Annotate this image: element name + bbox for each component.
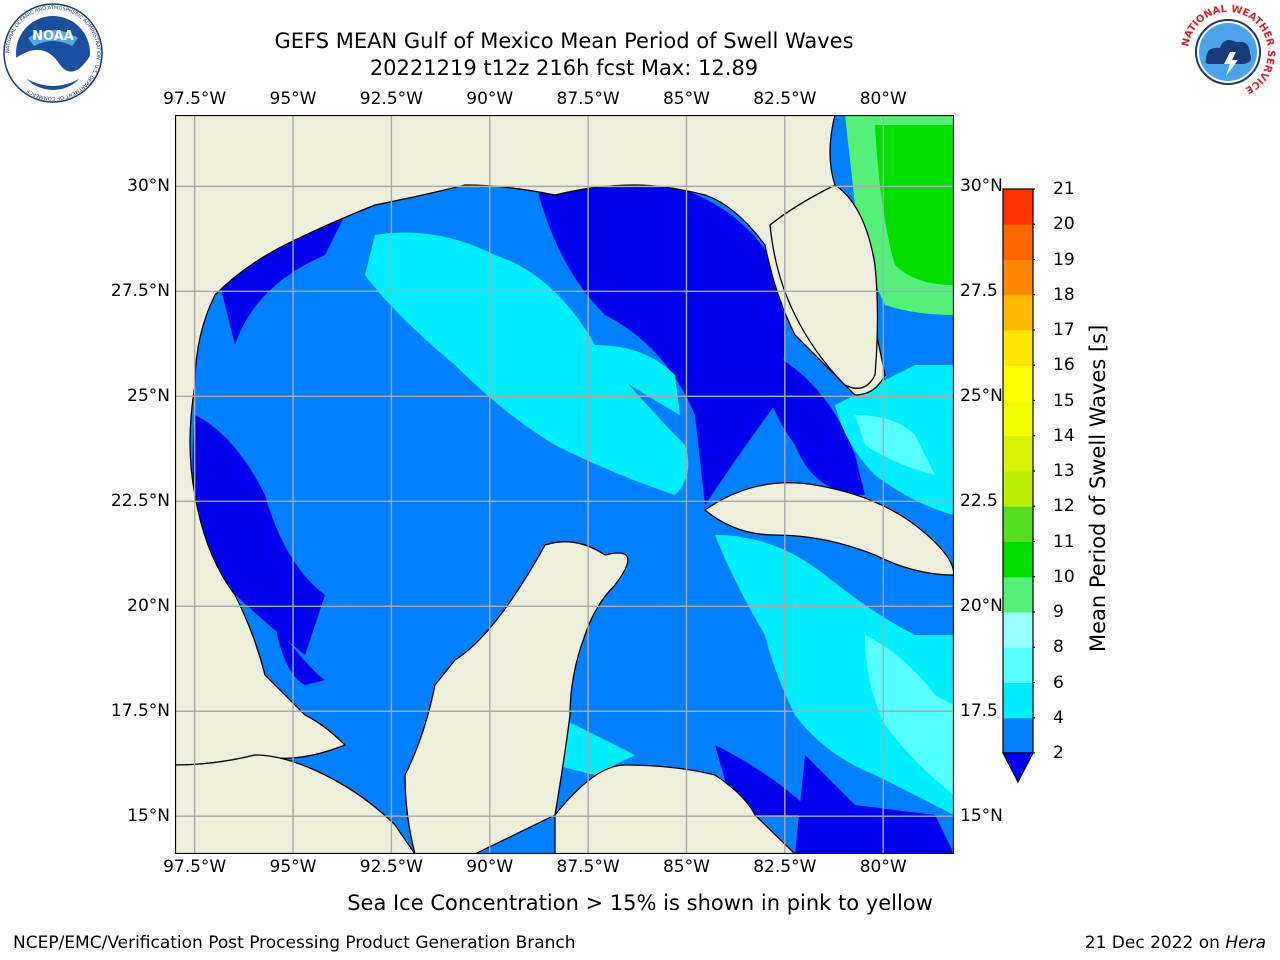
lon-tick-label-bottom: 85°W: [662, 857, 710, 877]
lon-tick-label-top: 80°W: [859, 89, 907, 109]
lat-tick-label-right: 15°N: [960, 806, 1003, 827]
colorbar-tick-label: 9: [1053, 602, 1064, 622]
lon-tick-label-top: 95°W: [269, 89, 317, 109]
colorbar-tick-label: 11: [1053, 531, 1075, 552]
noaa-logo: NOAA NATIONAL OCEANIC AND ATMOSPHERIC AD…: [3, 3, 103, 103]
map-title-line1: GEFS MEAN Gulf of Mexico Mean Period of …: [274, 29, 854, 53]
colorbar-band: [1003, 365, 1033, 401]
colorbar-tick-label: 21: [1053, 179, 1075, 199]
colorbar-tick-label: 14: [1053, 425, 1075, 446]
colorbar-band: [1003, 189, 1033, 225]
colorbar-band: [1003, 717, 1033, 754]
lat-tick-label-left: 15°N: [127, 806, 170, 827]
lon-tick-label-bottom: 92.5°W: [359, 857, 423, 877]
colorbar-tick-label: 20: [1053, 214, 1075, 235]
colorbar-band: [1003, 330, 1033, 366]
map-frame: [175, 115, 954, 854]
lat-tick-label-right: 20°N: [960, 596, 1003, 617]
colorbar-band: [1003, 435, 1033, 472]
colorbar-band: [1003, 224, 1033, 260]
colorbar-tick-label: 17: [1053, 320, 1075, 340]
lon-tick-label-top: 90°W: [466, 89, 514, 109]
lon-tick-label-top: 97.5°W: [163, 89, 227, 109]
colorbar-band: [1003, 506, 1033, 542]
nws-logo: NATIONAL WEATHER SERVICE: [1180, 4, 1276, 100]
colorbar-band: [1003, 294, 1033, 331]
lon-tick-label-top: 92.5°W: [359, 89, 423, 109]
footer-host: Hera: [1225, 933, 1266, 953]
colorbar-band: [1003, 400, 1033, 437]
colorbar-tick-label: 12: [1053, 496, 1075, 517]
sea-ice-caption: Sea Ice Concentration > 15% is shown in …: [347, 891, 933, 915]
colorbar-tick-label: 18: [1053, 284, 1075, 305]
land-areas: [175, 115, 954, 854]
lon-tick-label-top: 87.5°W: [556, 89, 620, 109]
mid-period-regions: [272, 232, 954, 854]
lon-tick-label-bottom: 95°W: [269, 857, 317, 877]
colorbar: [1002, 188, 1035, 784]
lon-tick-label-bottom: 90°W: [466, 857, 514, 877]
lon-tick-label-top: 82.5°W: [753, 89, 817, 109]
colorbar-tick-label: 13: [1053, 461, 1075, 481]
lon-tick-label-bottom: 82.5°W: [753, 857, 817, 877]
footer-credit: NCEP/EMC/Verification Post Processing Pr…: [13, 933, 576, 953]
colorbar-band: [1003, 682, 1033, 719]
lat-tick-label-left: 25°N: [127, 386, 170, 407]
lat-tick-label-left: 27.5°N: [110, 281, 170, 302]
colorbar-tick-label: 2: [1053, 743, 1064, 763]
colorbar-band: [1003, 259, 1033, 296]
lat-tick-label-right: 17.5: [960, 701, 998, 722]
colorbar-band: [1003, 612, 1033, 648]
lat-tick-label-right: 25°N: [960, 386, 1003, 407]
lat-tick-label-left: 30°N: [127, 176, 170, 197]
lon-tick-label-top: 85°W: [662, 89, 710, 109]
lon-tick-label-bottom: 87.5°W: [556, 857, 620, 877]
lon-tick-label-bottom: 97.5°W: [163, 857, 227, 877]
noaa-logo-text: NOAA: [32, 29, 74, 44]
colorbar-band: [1003, 647, 1033, 683]
lat-tick-label-left: 17.5°N: [110, 701, 170, 722]
lat-tick-label-right: 30°N: [960, 176, 1003, 197]
colorbar-title: Mean Period of Swell Waves [s]: [1086, 324, 1110, 652]
lat-tick-label-right: 27.5: [960, 281, 998, 302]
map-title-line2: 20221219 t12z 216h fcst Max: 12.89: [369, 56, 759, 80]
lat-tick-label-right: 22.5: [960, 491, 998, 512]
colorbar-band: [1003, 471, 1033, 507]
lon-tick-label-bottom: 80°W: [859, 857, 907, 877]
colorbar-band: [1003, 541, 1033, 578]
colorbar-tick-label: 8: [1053, 637, 1064, 658]
footer-date-text: 21 Dec 2022 on: [1084, 933, 1226, 953]
colorbar-band: [1003, 576, 1033, 613]
colorbar-tick-label: 19: [1053, 249, 1075, 270]
colorbar-tick-label: 15: [1053, 390, 1075, 411]
colorbar-tick-label: 16: [1053, 355, 1075, 376]
lat-tick-label-left: 22.5°N: [110, 491, 170, 512]
colorbar-extend-min: [1002, 752, 1034, 784]
colorbar-tick-label: 6: [1053, 672, 1064, 693]
footer-date: 21 Dec 2022 on Hera: [1085, 933, 1266, 953]
lat-tick-label-left: 20°N: [127, 596, 170, 617]
gulf-of-mexico-map: [175, 115, 954, 854]
colorbar-tick-label: 4: [1053, 707, 1064, 728]
graticule: [175, 115, 954, 854]
colorbar-tick-label: 10: [1053, 566, 1075, 587]
